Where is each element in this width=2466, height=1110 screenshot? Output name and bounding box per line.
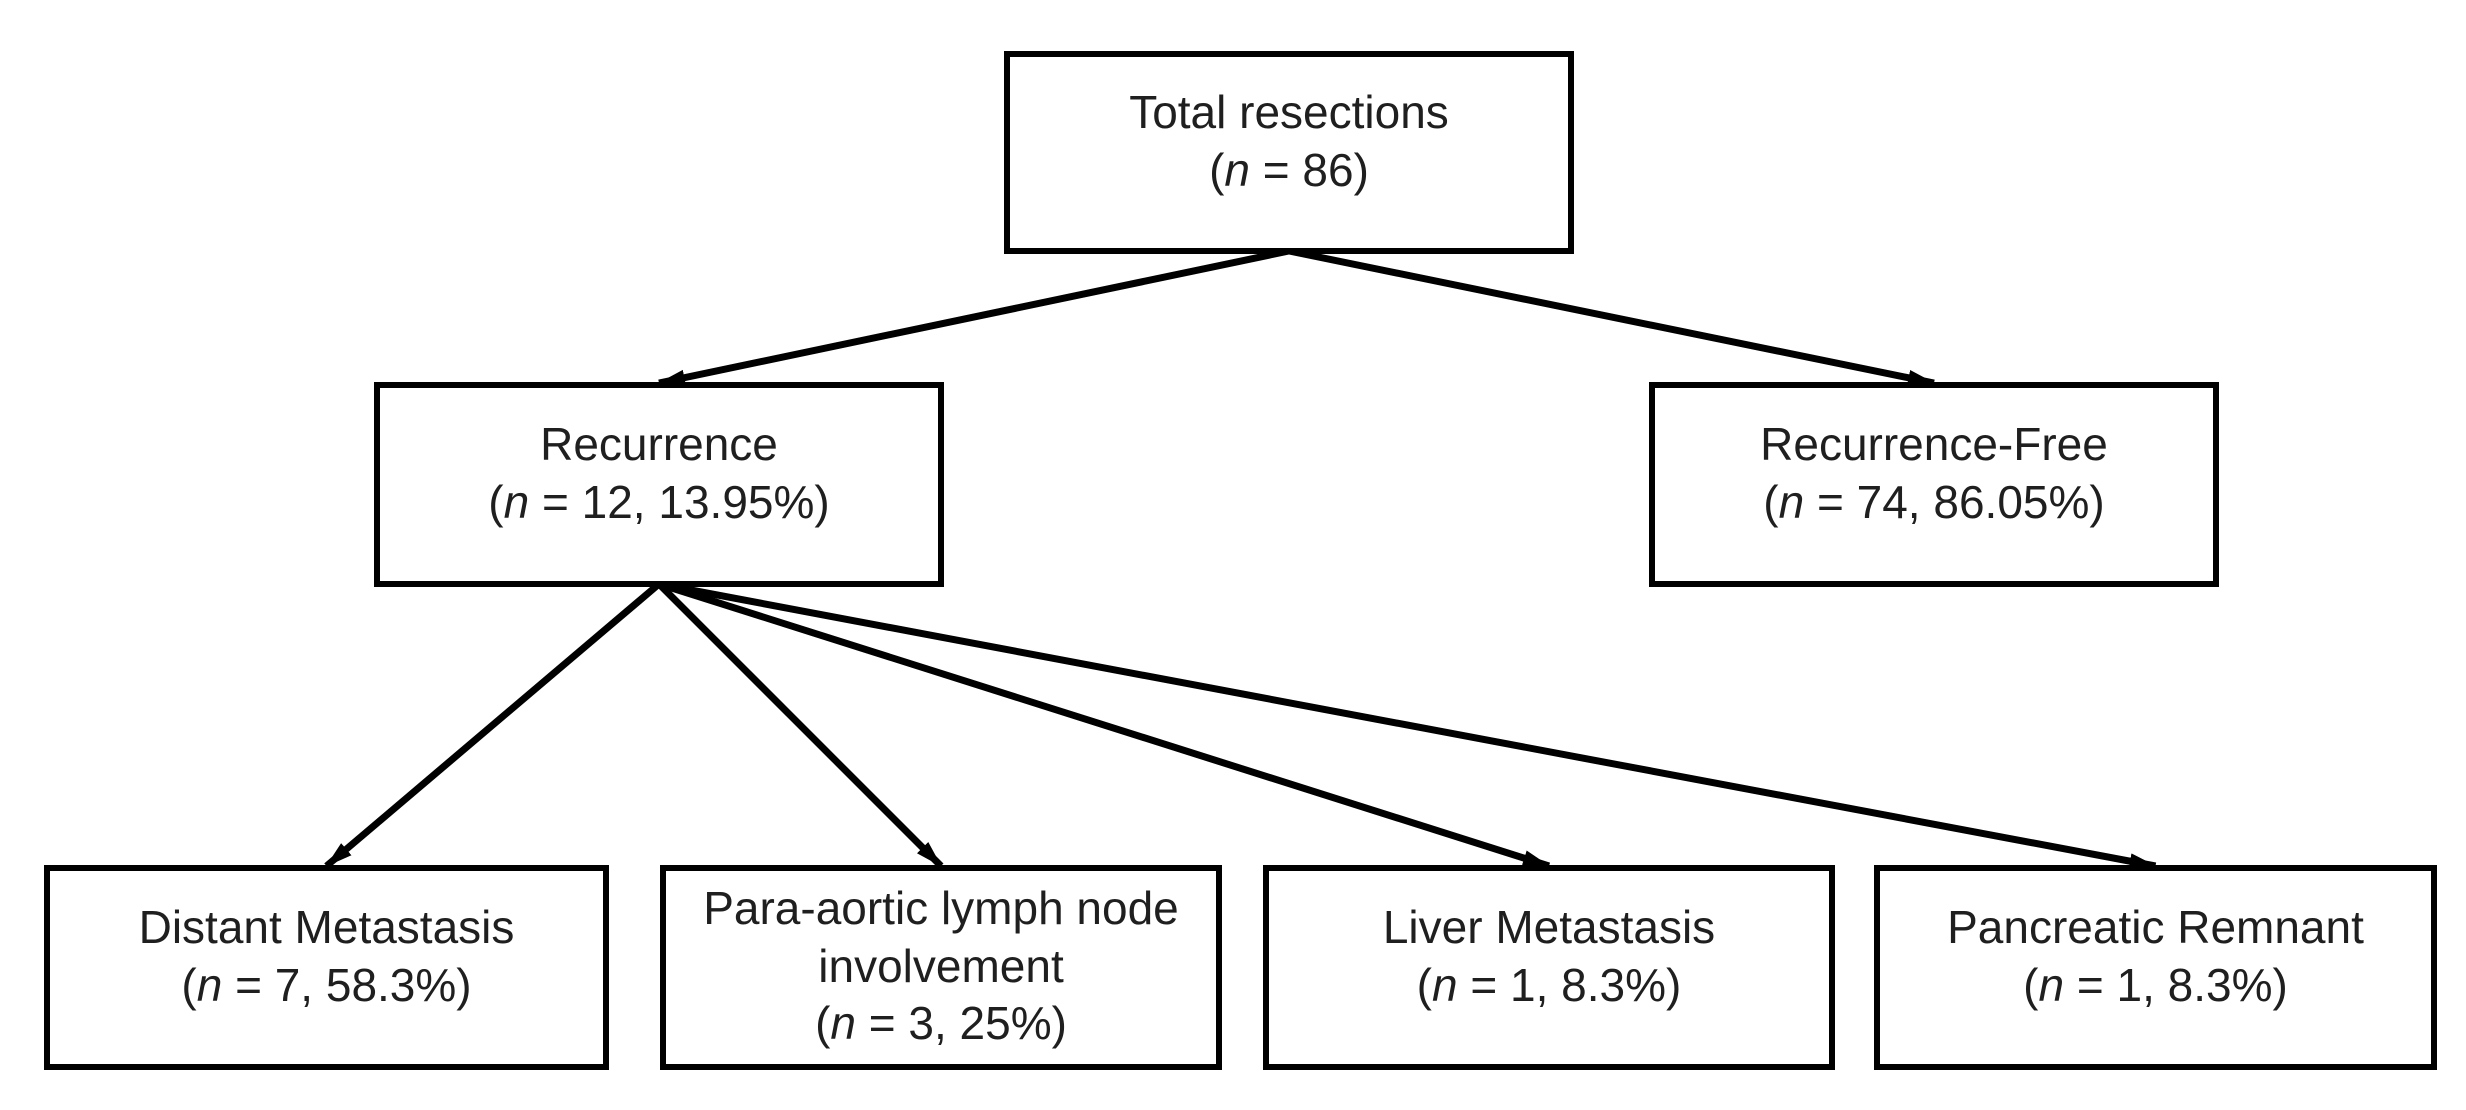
node-para-aortic-lymph-node: Para-aortic lymph node involvement (n = … (660, 865, 1222, 1070)
node-stat: (n = 1, 8.3%) (2023, 958, 2288, 1011)
node-distant-metastasis: Distant Metastasis (n = 7, 58.3%) (44, 865, 609, 1070)
node-stat: (n = 1, 8.3%) (1416, 958, 1682, 1011)
node-stat: (n = 86) (1209, 143, 1369, 196)
node-label: Para-aortic lymph node involvement (703, 881, 1179, 992)
node-label: Recurrence (540, 417, 778, 470)
node-label: Distant Metastasis (138, 900, 515, 953)
node-stat: (n = 7, 58.3%) (181, 958, 472, 1011)
node-stat: (n = 3, 25%) (815, 997, 1067, 1050)
node-total-resections: Total resections (n = 86) (1004, 51, 1574, 254)
edge-recurrence-to-liver-metastasis (657, 580, 1551, 870)
edge-recurrence-to-pancreatic-remnant (658, 580, 2157, 870)
edge-total-to-recurrence-free (1288, 247, 1935, 387)
node-stat: (n = 12, 13.95%) (488, 475, 830, 528)
node-liver-metastasis: Liver Metastasis (n = 1, 8.3%) (1263, 865, 1835, 1070)
node-stat: (n = 74, 86.05%) (1763, 475, 2105, 528)
edge-recurrence-to-distant-metastasis (324, 581, 662, 869)
node-recurrence-free: Recurrence-Free (n = 74, 86.05%) (1649, 382, 2219, 587)
edge-recurrence-to-para-aortic (656, 581, 944, 869)
node-label: Total resections (1129, 85, 1449, 138)
node-label: Pancreatic Remnant (1947, 900, 2364, 953)
node-label: Recurrence-Free (1760, 417, 2108, 470)
edge-total-to-recurrence (658, 247, 1290, 387)
node-pancreatic-remnant: Pancreatic Remnant (n = 1, 8.3%) (1874, 865, 2437, 1070)
node-label: Liver Metastasis (1382, 900, 1716, 953)
node-recurrence: Recurrence (n = 12, 13.95%) (374, 382, 944, 587)
